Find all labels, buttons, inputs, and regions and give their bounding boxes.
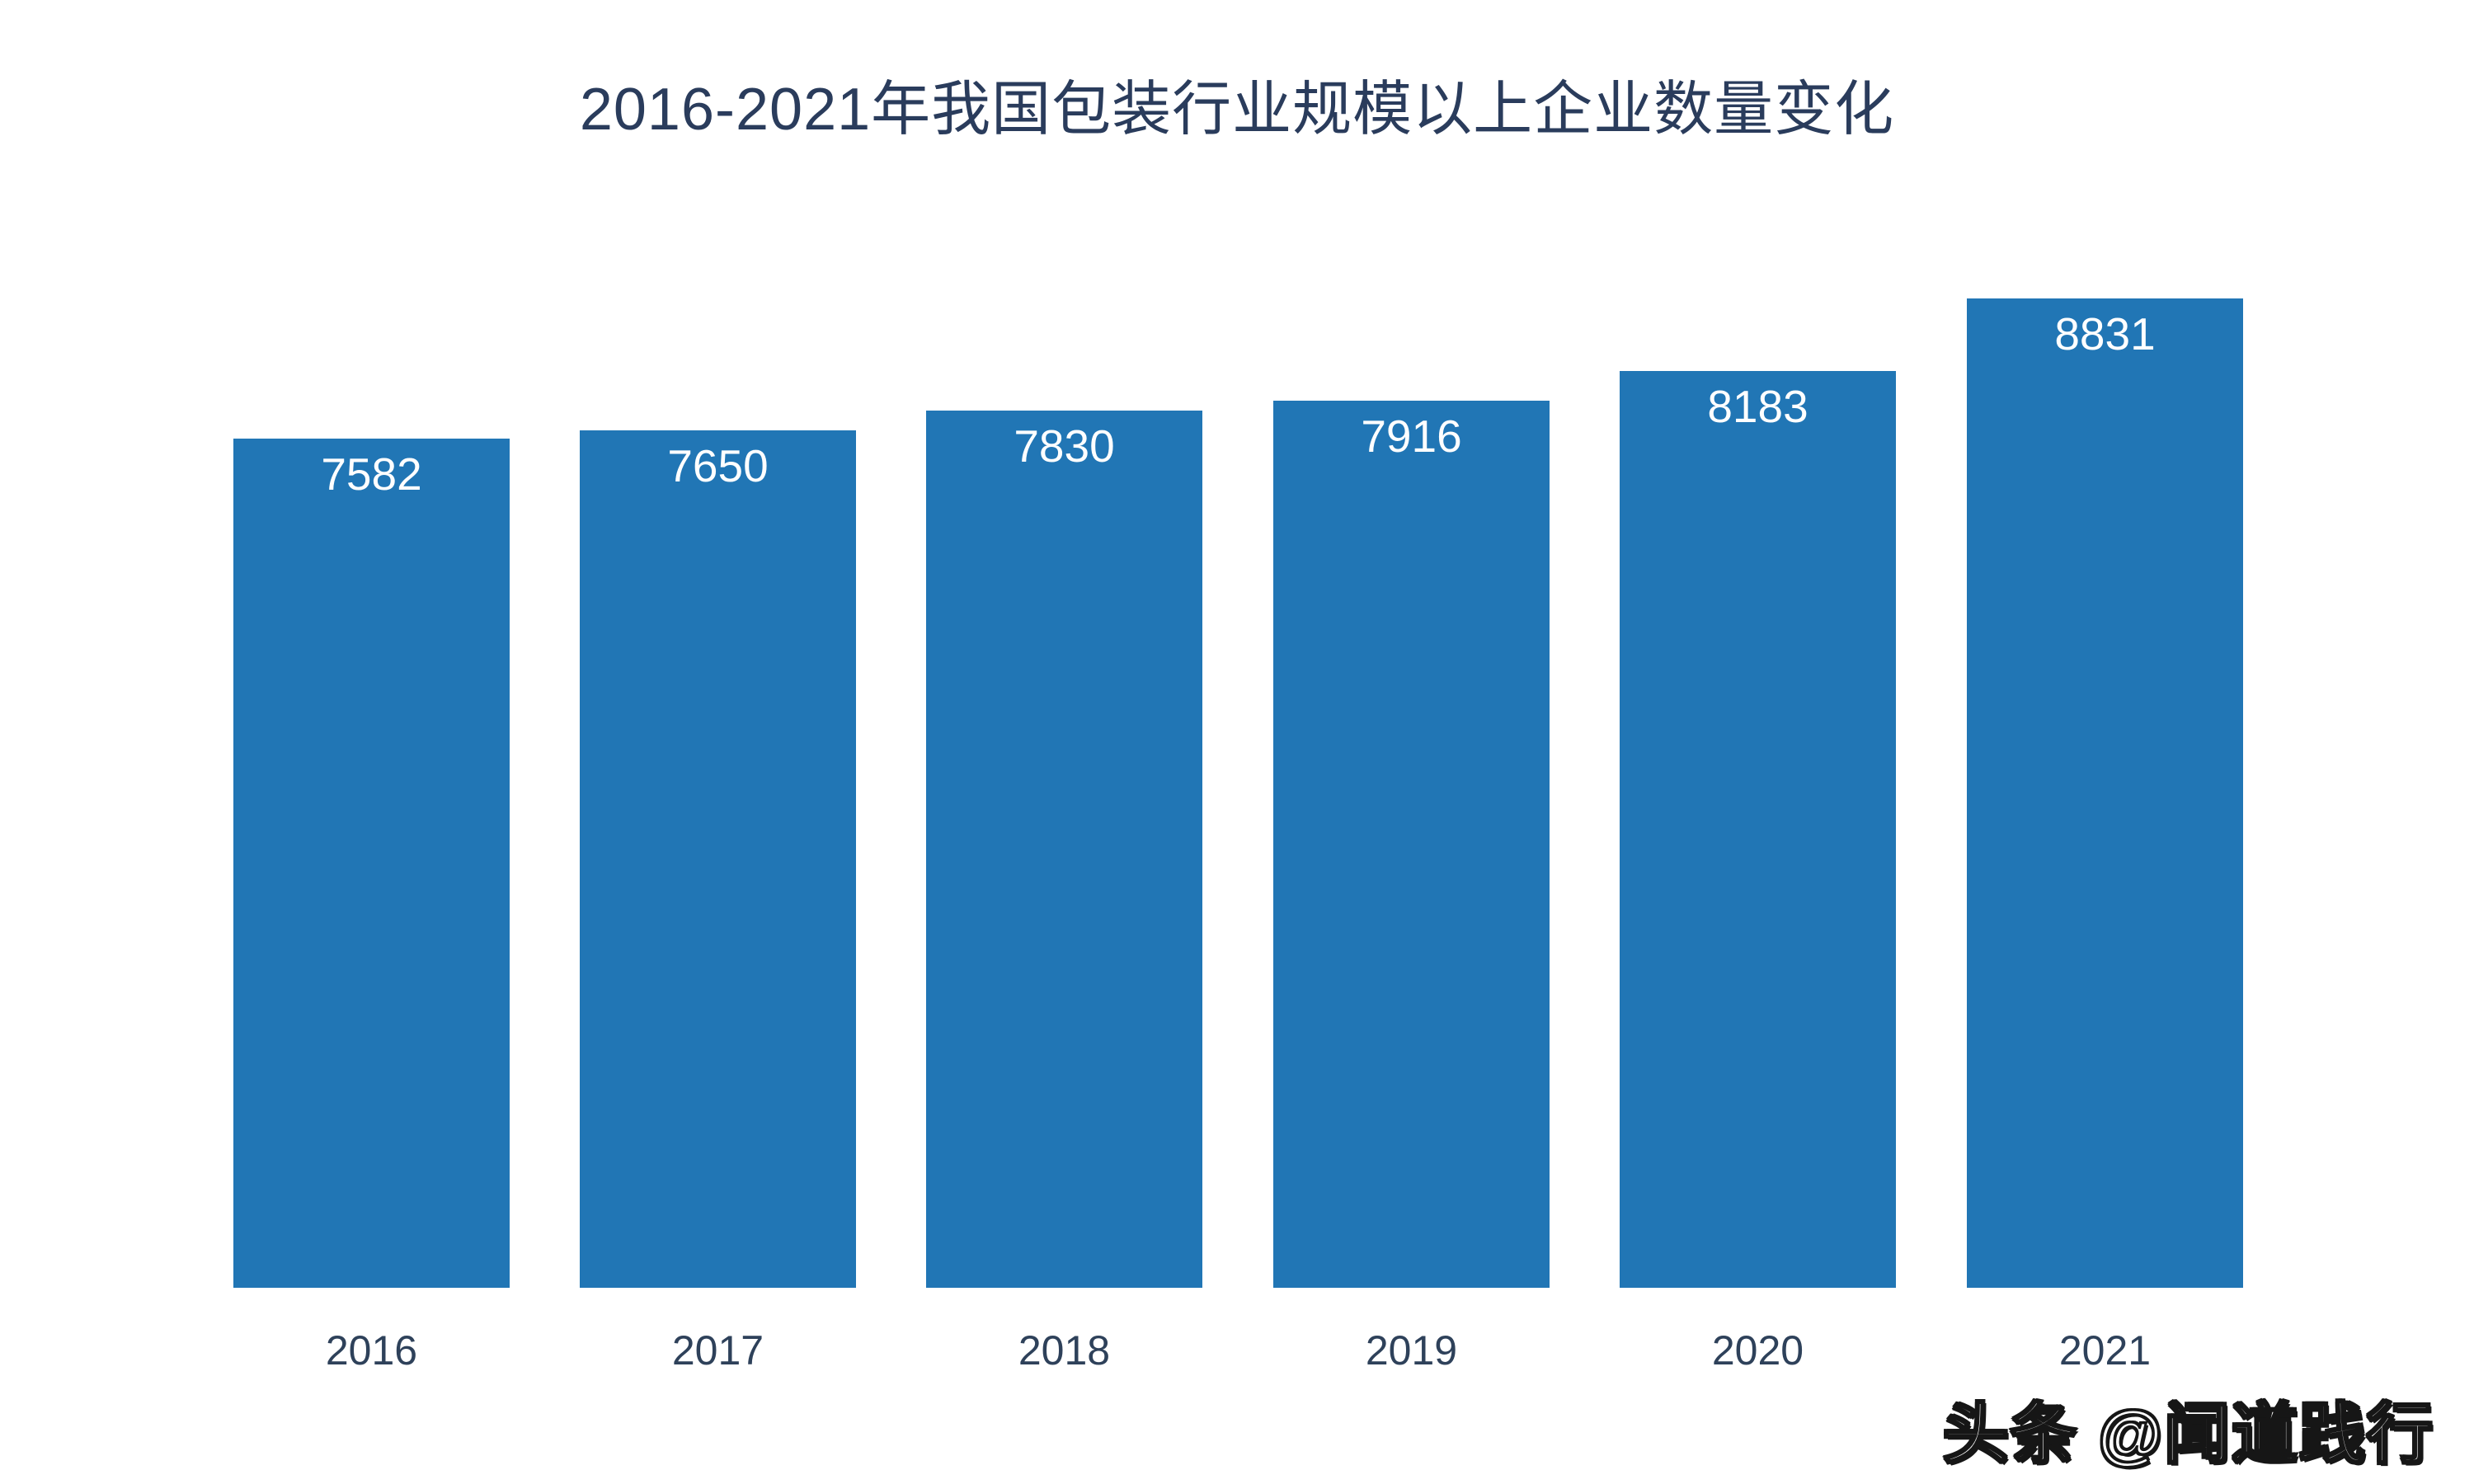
x-axis-tick-label: 2016 <box>325 1327 418 1374</box>
chart-title: 2016-2021年我国包装行业规模以上企业数量变化 <box>579 77 1895 143</box>
bar-value-label: 8831 <box>2054 308 2156 359</box>
x-axis-tick-label: 2018 <box>1018 1327 1111 1374</box>
bar-value-label: 7916 <box>1361 411 1462 462</box>
bar-2017: 7650 <box>580 430 856 1288</box>
bar-2019: 7916 <box>1273 401 1550 1288</box>
bar-2016: 7582 <box>233 439 510 1288</box>
bar-value-label: 7650 <box>667 440 769 491</box>
x-axis-tick-label: 2019 <box>1365 1327 1458 1374</box>
bar-value-label: 7830 <box>1014 420 1115 472</box>
bar-2018: 7830 <box>926 411 1202 1288</box>
x-axis-tick-label: 2017 <box>671 1327 764 1374</box>
bar-2020: 8183 <box>1620 371 1896 1288</box>
bar-value-label: 8183 <box>1707 381 1808 432</box>
watermark-text: 头条 @闻道践行 <box>1941 1397 2434 1472</box>
x-axis-tick-label: 2020 <box>1711 1327 1804 1374</box>
bar-2021: 8831 <box>1967 298 2243 1288</box>
bar-value-label: 7582 <box>321 448 422 500</box>
x-axis-tick-label: 2021 <box>2058 1327 2152 1374</box>
